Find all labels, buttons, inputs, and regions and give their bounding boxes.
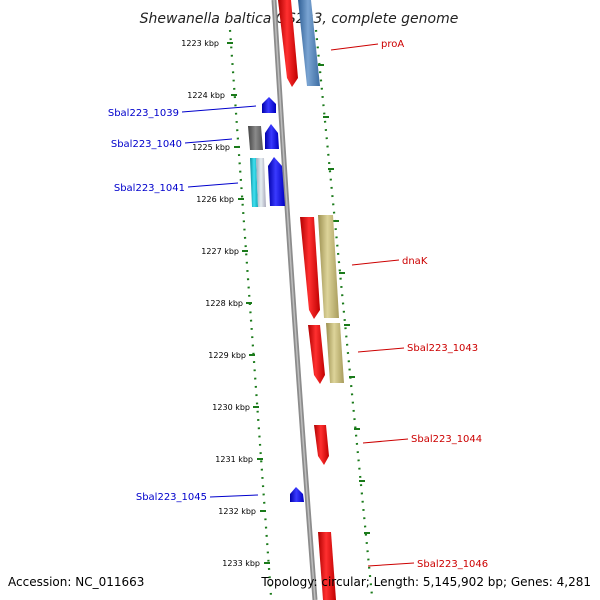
gene-sbal1045[interactable] xyxy=(290,487,304,502)
tick-label-1232: 1232 kbp xyxy=(218,507,256,516)
kbp-tick-marks xyxy=(227,42,270,564)
tick-label-1225: 1225 kbp xyxy=(192,143,230,152)
accession-text: Accession: NC_011663 xyxy=(8,575,144,589)
tick-label-1229: 1229 kbp xyxy=(208,351,246,360)
cog-segment-1041-light xyxy=(256,158,266,207)
connector-sbal1039 xyxy=(181,105,257,113)
tick-label-1233: 1233 kbp xyxy=(222,559,260,568)
gene-label-sbal1039[interactable]: Sbal223_1039 xyxy=(108,108,179,119)
tick-label-1226: 1226 kbp xyxy=(196,195,234,204)
gene-dnaK[interactable] xyxy=(300,217,320,319)
gene-label-proA[interactable]: proA xyxy=(381,39,404,50)
tick-label-1230: 1230 kbp xyxy=(212,403,250,412)
connector-sbal1041 xyxy=(187,182,239,188)
connector-sbal1044 xyxy=(362,438,409,444)
topology-text: Topology: circular; Length: 5,145,902 bp… xyxy=(260,575,591,589)
map-title: Shewanella baltica OS223, complete genom… xyxy=(140,11,459,27)
connector-sbal1043 xyxy=(357,347,405,353)
right-tick-guide xyxy=(314,29,374,597)
gene-sbal1041[interactable] xyxy=(268,157,285,206)
gene-sbal1043[interactable] xyxy=(308,325,325,384)
right-tick-marks xyxy=(318,64,370,534)
tick-label-1231: 1231 kbp xyxy=(215,455,253,464)
gene-sbal1040[interactable] xyxy=(265,124,279,149)
gene-sbal1039[interactable] xyxy=(262,97,276,113)
tick-label-1228: 1228 kbp xyxy=(205,299,243,308)
gene-label-dnaK[interactable]: dnaK xyxy=(402,256,428,267)
connector-sbal1045 xyxy=(209,494,259,498)
genome-backbone-highlight xyxy=(273,0,316,600)
gene-proA[interactable] xyxy=(278,0,298,87)
gene-label-sbal1041[interactable]: Sbal223_1041 xyxy=(114,183,185,194)
gene-label-sbal1043[interactable]: Sbal223_1043 xyxy=(407,343,478,354)
gene-label-sbal1046[interactable]: Sbal223_1046 xyxy=(417,559,488,570)
tick-label-1224: 1224 kbp xyxy=(187,91,225,100)
left-tick-guide xyxy=(228,29,273,597)
connector-sbal1040 xyxy=(184,138,233,144)
connector-sbal1046 xyxy=(367,562,415,567)
gene-sbal1046[interactable] xyxy=(318,532,336,600)
cog-segment-1041-cyan xyxy=(250,158,258,207)
connector-dnaK xyxy=(351,259,400,266)
connector-proA xyxy=(330,43,379,51)
cog-segment-1043 xyxy=(326,323,344,383)
gene-label-sbal1040[interactable]: Sbal223_1040 xyxy=(111,139,182,150)
cog-segment-proA xyxy=(298,0,320,86)
gene-sbal1044[interactable] xyxy=(314,425,329,465)
gene-label-sbal1045[interactable]: Sbal223_1045 xyxy=(136,492,207,503)
tick-label-1223: 1223 kbp xyxy=(181,39,219,48)
cog-segment-1040 xyxy=(248,126,263,150)
cog-segment-dnaK xyxy=(318,215,339,318)
tick-label-1227: 1227 kbp xyxy=(201,247,239,256)
gene-label-sbal1044[interactable]: Sbal223_1044 xyxy=(411,434,482,445)
